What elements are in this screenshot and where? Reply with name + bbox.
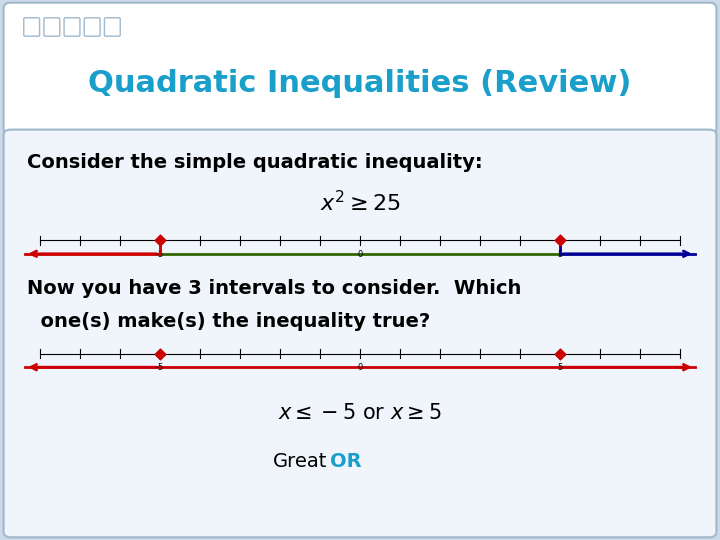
Text: one(s) make(s) the inequality true?: one(s) make(s) the inequality true? bbox=[27, 312, 431, 331]
Text: Now you have 3 intervals to consider.  Which: Now you have 3 intervals to consider. Wh… bbox=[27, 279, 522, 299]
Text: Great: Great bbox=[273, 452, 328, 471]
Point bbox=[154, 349, 166, 358]
FancyBboxPatch shape bbox=[104, 18, 120, 36]
FancyBboxPatch shape bbox=[24, 18, 40, 36]
FancyBboxPatch shape bbox=[44, 18, 60, 36]
FancyBboxPatch shape bbox=[84, 18, 100, 36]
Text: OR: OR bbox=[330, 452, 361, 471]
Text: Quadratic Inequalities (Review): Quadratic Inequalities (Review) bbox=[89, 69, 631, 98]
Text: -5: -5 bbox=[156, 250, 164, 259]
FancyBboxPatch shape bbox=[4, 3, 716, 135]
FancyBboxPatch shape bbox=[4, 130, 716, 537]
Point bbox=[154, 236, 166, 245]
Text: $x^2 \geq 25$: $x^2 \geq 25$ bbox=[320, 190, 400, 215]
Text: 0: 0 bbox=[357, 363, 363, 373]
Point bbox=[554, 236, 566, 245]
Text: 0: 0 bbox=[357, 250, 363, 259]
Text: 5: 5 bbox=[557, 363, 563, 373]
Text: Consider the simple quadratic inequality:: Consider the simple quadratic inequality… bbox=[27, 152, 483, 172]
Text: -5: -5 bbox=[156, 363, 164, 373]
Point bbox=[554, 349, 566, 358]
Text: $x \leq -5$ or $x \geq 5$: $x \leq -5$ or $x \geq 5$ bbox=[279, 403, 441, 423]
Text: 5: 5 bbox=[557, 250, 563, 259]
FancyBboxPatch shape bbox=[64, 18, 80, 36]
